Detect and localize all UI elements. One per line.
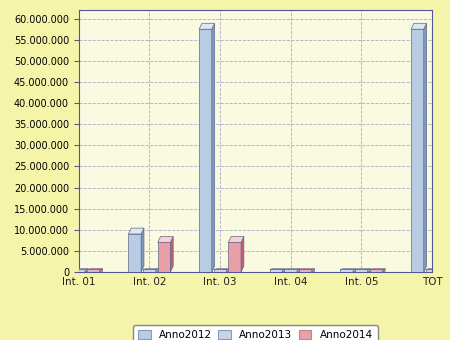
Polygon shape bbox=[100, 269, 103, 272]
Polygon shape bbox=[284, 270, 297, 272]
Polygon shape bbox=[156, 269, 158, 272]
Polygon shape bbox=[355, 270, 368, 272]
Polygon shape bbox=[353, 269, 356, 272]
Polygon shape bbox=[340, 269, 356, 270]
Polygon shape bbox=[212, 23, 215, 272]
Polygon shape bbox=[411, 29, 424, 272]
Polygon shape bbox=[58, 269, 73, 270]
Polygon shape bbox=[72, 269, 88, 270]
Legend: Anno2012, Anno2013, Anno2014: Anno2012, Anno2013, Anno2014 bbox=[133, 325, 378, 340]
Polygon shape bbox=[199, 23, 215, 29]
Polygon shape bbox=[299, 269, 315, 270]
Polygon shape bbox=[284, 269, 300, 270]
Polygon shape bbox=[87, 270, 100, 272]
Polygon shape bbox=[214, 270, 226, 272]
Polygon shape bbox=[283, 269, 285, 272]
Polygon shape bbox=[171, 237, 173, 272]
Polygon shape bbox=[228, 237, 244, 242]
Polygon shape bbox=[440, 242, 450, 272]
Polygon shape bbox=[143, 269, 158, 270]
Polygon shape bbox=[426, 270, 438, 272]
Polygon shape bbox=[241, 237, 244, 272]
Polygon shape bbox=[71, 269, 73, 272]
Polygon shape bbox=[340, 270, 353, 272]
Polygon shape bbox=[438, 269, 441, 272]
Polygon shape bbox=[426, 269, 441, 270]
Polygon shape bbox=[424, 23, 427, 272]
Polygon shape bbox=[158, 237, 173, 242]
Polygon shape bbox=[270, 270, 283, 272]
Polygon shape bbox=[199, 29, 212, 272]
Polygon shape bbox=[369, 270, 382, 272]
Polygon shape bbox=[128, 228, 144, 234]
Polygon shape bbox=[85, 269, 88, 272]
Polygon shape bbox=[297, 269, 300, 272]
Polygon shape bbox=[440, 237, 450, 242]
Polygon shape bbox=[128, 234, 141, 272]
Polygon shape bbox=[355, 269, 370, 270]
Polygon shape bbox=[299, 270, 312, 272]
Polygon shape bbox=[158, 242, 171, 272]
Polygon shape bbox=[226, 269, 229, 272]
Polygon shape bbox=[58, 270, 71, 272]
Polygon shape bbox=[143, 270, 156, 272]
Polygon shape bbox=[72, 270, 85, 272]
Polygon shape bbox=[368, 269, 370, 272]
Polygon shape bbox=[228, 242, 241, 272]
Polygon shape bbox=[369, 269, 385, 270]
Polygon shape bbox=[312, 269, 315, 272]
Polygon shape bbox=[87, 269, 103, 270]
Polygon shape bbox=[382, 269, 385, 272]
Polygon shape bbox=[270, 269, 285, 270]
Polygon shape bbox=[141, 228, 144, 272]
Polygon shape bbox=[214, 269, 229, 270]
Polygon shape bbox=[411, 23, 427, 29]
